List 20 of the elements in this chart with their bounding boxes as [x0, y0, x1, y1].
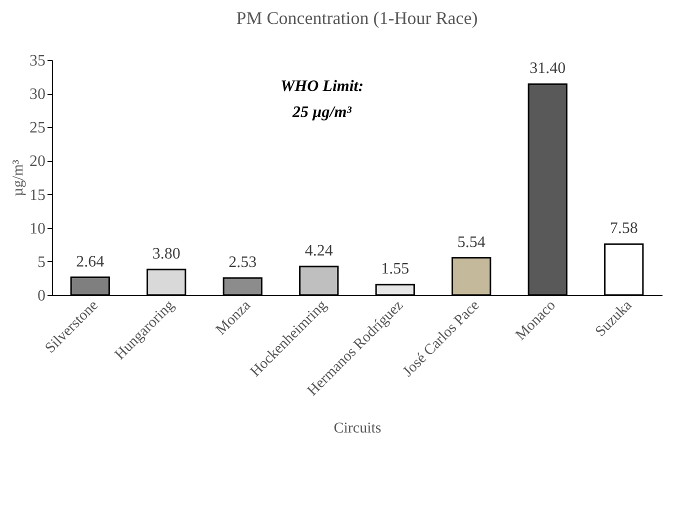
data-label: 1.55: [381, 260, 410, 278]
data-label: 4.24: [304, 242, 333, 260]
y-tick-label: 10: [30, 220, 46, 238]
annotation: WHO Limit: 25 µg/m³: [280, 78, 364, 121]
y-tick-label: 30: [30, 86, 46, 104]
data-label: 2.53: [228, 254, 257, 272]
data-label: 2.64: [76, 253, 104, 270]
y-tick-label: 0: [38, 288, 46, 304]
data-label: 31.40: [530, 60, 566, 78]
data-label: 3.80: [152, 245, 180, 262]
x-axis-title: Circuits: [334, 420, 382, 437]
y-tick-label: 25: [30, 120, 46, 137]
data-label: 5.54: [457, 234, 486, 251]
y-axis-title: µg/m³: [10, 159, 26, 196]
y-tick-label: 5: [38, 254, 46, 271]
chart-title: PM Concentration (1-Hour Race): [236, 8, 478, 28]
y-tick-label: 20: [30, 153, 46, 170]
data-label: 7.58: [610, 220, 638, 238]
y-tick-label: 15: [30, 186, 46, 204]
y-tick-label: 35: [30, 52, 46, 70]
